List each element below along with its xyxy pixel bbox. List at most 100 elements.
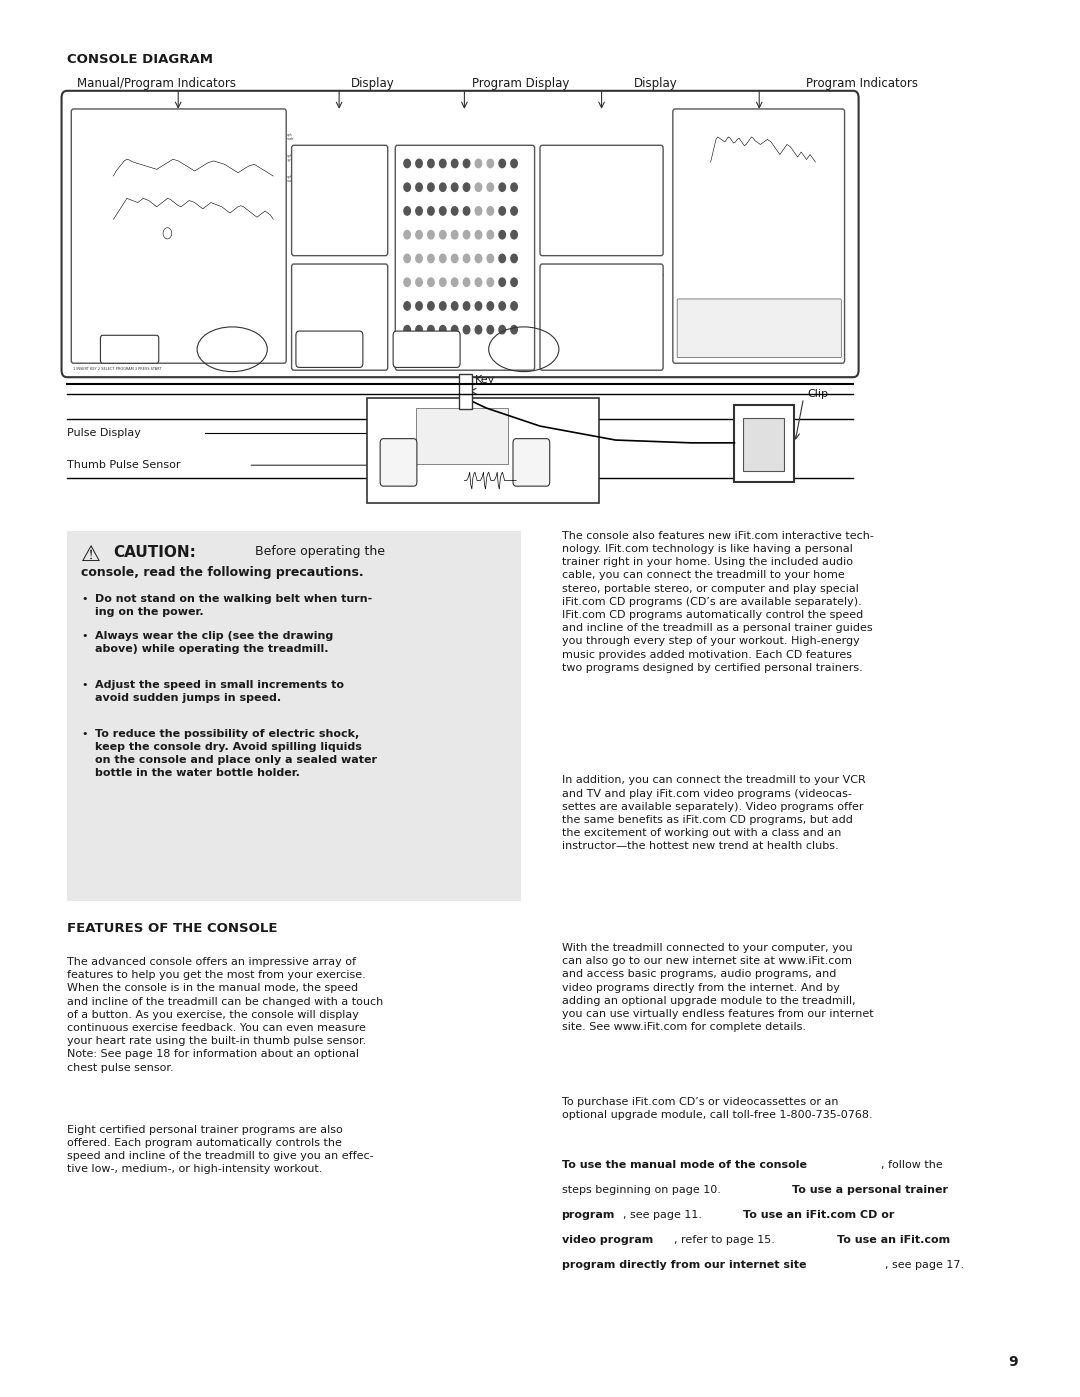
FancyBboxPatch shape	[296, 331, 363, 367]
Text: MANUAL CONTROL: MANUAL CONTROL	[78, 237, 114, 242]
Text: CERTIFIED PERSONAL TRAINER PROGRAMS: CERTIFIED PERSONAL TRAINER PROGRAMS	[706, 115, 812, 120]
Text: 135: 135	[448, 426, 470, 440]
Text: CONSOLE DIAGRAM: CONSOLE DIAGRAM	[67, 53, 213, 66]
Text: ↑A ↑O: ↑A ↑O	[474, 398, 494, 404]
Circle shape	[451, 302, 458, 310]
Circle shape	[487, 183, 494, 191]
Text: 20: 20	[740, 193, 744, 197]
Text: LOW
INTENSITY: LOW INTENSITY	[78, 149, 103, 158]
Circle shape	[463, 254, 470, 263]
FancyBboxPatch shape	[513, 439, 550, 486]
Circle shape	[428, 302, 434, 310]
Circle shape	[428, 159, 434, 168]
FancyBboxPatch shape	[380, 439, 417, 486]
Text: ∧: ∧	[202, 346, 206, 352]
Text: FEATURES OF THE CONSOLE: FEATURES OF THE CONSOLE	[67, 922, 278, 935]
Text: i n t e r a c t i v i t y: i n t e r a c t i v i t y	[754, 328, 794, 331]
Text: To use the manual mode of the console: To use the manual mode of the console	[562, 1160, 807, 1169]
Circle shape	[428, 326, 434, 334]
Text: EKG2: EKG2	[421, 475, 446, 483]
Circle shape	[463, 231, 470, 239]
Circle shape	[499, 159, 505, 168]
Text: steps beginning on page 10.: steps beginning on page 10.	[562, 1185, 724, 1194]
Text: THIS IS NOT A MEDICALLY CERTIFIED DEVICE: THIS IS NOT A MEDICALLY CERTIFIED DEVICE	[421, 401, 482, 405]
Circle shape	[487, 278, 494, 286]
FancyBboxPatch shape	[743, 418, 784, 471]
Text: Manual/Program Indicators: Manual/Program Indicators	[77, 77, 237, 89]
Circle shape	[475, 302, 482, 310]
Text: 4: 4	[726, 193, 728, 197]
Circle shape	[475, 231, 482, 239]
Circle shape	[451, 207, 458, 215]
Text: ● FAT: ● FAT	[591, 151, 603, 155]
Circle shape	[463, 326, 470, 334]
Text: , refer to page 15.: , refer to page 15.	[674, 1235, 779, 1245]
Text: 9: 9	[1009, 1355, 1017, 1369]
FancyBboxPatch shape	[673, 109, 845, 363]
Circle shape	[475, 326, 482, 334]
Text: 1 INSERT KEY 2 SELECT PROGRAM 3 PRESS START: 1 INSERT KEY 2 SELECT PROGRAM 3 PRESS ST…	[73, 367, 162, 372]
Circle shape	[440, 231, 446, 239]
Text: •: •	[81, 680, 87, 690]
Circle shape	[404, 302, 410, 310]
Text: Do not stand on the walking belt when turn-
ing on the power.: Do not stand on the walking belt when tu…	[95, 594, 373, 616]
Circle shape	[499, 302, 505, 310]
Circle shape	[511, 278, 517, 286]
Text: 0: 0	[801, 193, 804, 197]
Text: To use an iFit.com: To use an iFit.com	[837, 1235, 950, 1245]
Circle shape	[475, 159, 482, 168]
Circle shape	[463, 207, 470, 215]
Text: 4.5 mph
1.0% grade: 4.5 mph 1.0% grade	[279, 154, 296, 162]
Text: FAT CALORIES: FAT CALORIES	[585, 240, 620, 246]
Text: 4: 4	[786, 193, 788, 197]
FancyBboxPatch shape	[540, 145, 663, 256]
FancyBboxPatch shape	[292, 145, 388, 256]
Circle shape	[428, 278, 434, 286]
Text: , follow the: , follow the	[881, 1160, 943, 1169]
Text: 12 1: 12 1	[581, 170, 622, 189]
Text: Adjust the speed in small increments to
avoid sudden jumps in speed.: Adjust the speed in small increments to …	[95, 680, 345, 703]
Text: To purchase iFit.com CD’s or videocassettes or an
optional upgrade module, call : To purchase iFit.com CD’s or videocasset…	[562, 1097, 873, 1120]
Text: Program Indicators: Program Indicators	[806, 77, 918, 89]
Text: •: •	[81, 729, 87, 739]
Text: 4.8: 4.8	[584, 279, 619, 299]
Text: SEGMENT TIME: SEGMENT TIME	[338, 356, 375, 362]
Circle shape	[440, 207, 446, 215]
FancyBboxPatch shape	[734, 405, 794, 482]
Circle shape	[451, 231, 458, 239]
Circle shape	[416, 159, 422, 168]
Circle shape	[463, 159, 470, 168]
FancyBboxPatch shape	[71, 109, 286, 363]
Text: ●
MM
KL: ● MM KL	[659, 270, 665, 282]
Text: 10.3: 10.3	[319, 170, 360, 189]
Text: 4.0 mph
0% grade: 4.0 mph 0% grade	[279, 175, 293, 183]
FancyBboxPatch shape	[67, 531, 521, 901]
Text: DISTANCE: DISTANCE	[327, 240, 351, 246]
Circle shape	[416, 302, 422, 310]
FancyBboxPatch shape	[100, 335, 159, 363]
Text: 4.0 mph
0% grade: 4.0 mph 0% grade	[279, 133, 293, 141]
Text: Eight certified personal trainer programs are also
offered. Each program automat: Eight certified personal trainer program…	[67, 1125, 374, 1175]
Text: Key: Key	[475, 374, 496, 386]
Text: program: program	[562, 1210, 615, 1220]
Text: 4: 4	[696, 193, 698, 197]
Text: The console also features new iFit.com interactive tech-
nology. IFit.com techno: The console also features new iFit.com i…	[562, 531, 874, 673]
Text: With the treadmill connected to your computer, you
can also go to our new intern: With the treadmill connected to your com…	[562, 943, 874, 1032]
Circle shape	[499, 183, 505, 191]
Text: CALORIES: CALORIES	[548, 240, 571, 246]
Circle shape	[440, 326, 446, 334]
Circle shape	[487, 326, 494, 334]
Text: To use a personal trainer: To use a personal trainer	[792, 1185, 947, 1194]
Text: PROGRAM DISPLAY: PROGRAM DISPLAY	[442, 356, 487, 362]
Text: Before operating the: Before operating the	[251, 545, 384, 557]
Text: The advanced console offers an impressive array of
features to help you get the : The advanced console offers an impressiv…	[67, 957, 383, 1073]
Text: ∨: ∨	[254, 346, 258, 352]
FancyBboxPatch shape	[62, 91, 859, 377]
FancyBboxPatch shape	[540, 264, 663, 370]
Circle shape	[511, 231, 517, 239]
Circle shape	[451, 183, 458, 191]
Text: To reduce the possibility of electric shock,
keep the console dry. Avoid spillin: To reduce the possibility of electric sh…	[95, 729, 377, 778]
Text: Always wear the clip (see the drawing
above) while operating the treadmill.: Always wear the clip (see the drawing ab…	[95, 631, 334, 654]
Text: STOP: STOP	[418, 346, 435, 352]
Circle shape	[404, 159, 410, 168]
